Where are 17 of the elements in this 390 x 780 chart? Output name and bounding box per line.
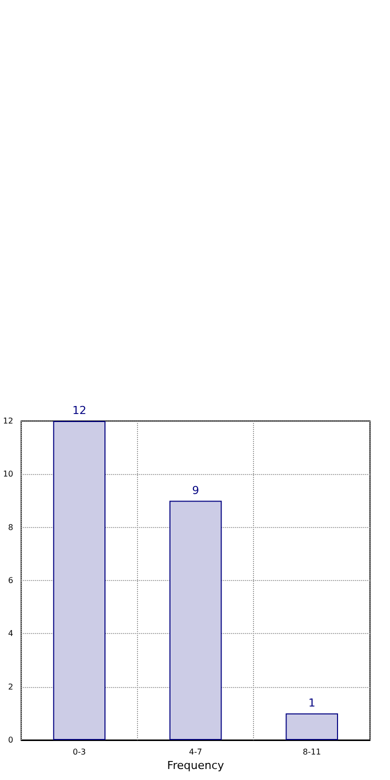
x-tick-label: 8-11 <box>302 748 321 756</box>
y-tick-label: 4 <box>8 629 14 638</box>
y-tick-label: 12 <box>2 416 14 426</box>
y-tick-label: 10 <box>2 470 14 479</box>
data-label: 1 <box>308 696 316 710</box>
x-axis-title: Frequency <box>167 759 224 772</box>
y-tick-label: 0 <box>8 736 14 744</box>
y-tick-label: 8 <box>8 522 14 532</box>
x-tick-label: 0-3 <box>72 748 86 756</box>
y-tick-label: 2 <box>8 682 14 692</box>
data-label: 9 <box>192 484 200 497</box>
data-label: 12 <box>72 404 86 417</box>
y-tick-label: 6 <box>8 576 14 585</box>
bar <box>53 421 106 740</box>
bar <box>286 713 338 740</box>
x-tick-label: 4-7 <box>189 748 202 756</box>
bar <box>169 500 222 740</box>
